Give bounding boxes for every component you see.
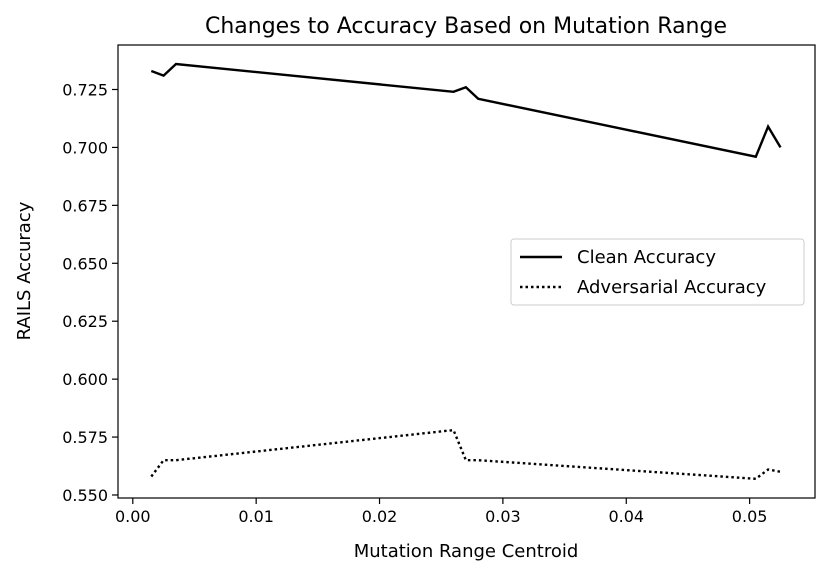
chart-title: Changes to Accuracy Based on Mutation Ra… [205, 14, 727, 39]
y-axis: 0.550 0.575 0.600 0.625 0.650 0.675 0.700 0.725 [62, 80, 118, 505]
y-tick-label: 0.600 [62, 370, 108, 389]
x-axis: 0.00 0.01 0.02 0.03 0.04 0.05 [115, 498, 767, 526]
y-tick-label: 0.575 [62, 428, 108, 447]
y-tick-label: 0.550 [62, 486, 108, 505]
legend-label-adversarial: Adversarial Accuracy [577, 277, 767, 298]
y-axis-label: RAILS Accuracy [14, 201, 35, 340]
legend: Clean Accuracy Adversarial Accuracy [510, 238, 805, 306]
y-tick-label: 0.700 [62, 138, 108, 157]
y-tick-label: 0.675 [62, 196, 108, 215]
clean-accuracy-line [150, 62, 782, 159]
series-layer [150, 62, 782, 481]
x-axis-label: Mutation Range Centroid [354, 541, 579, 562]
y-tick-label: 0.625 [62, 312, 108, 331]
x-tick-label: 0.01 [238, 507, 274, 526]
x-tick-label: 0.00 [115, 507, 151, 526]
legend-label-clean: Clean Accuracy [577, 247, 716, 268]
legend-box [510, 238, 805, 306]
x-tick-label: 0.05 [732, 507, 768, 526]
y-tick-label: 0.650 [62, 254, 108, 273]
x-tick-label: 0.02 [362, 507, 398, 526]
x-tick-label: 0.03 [485, 507, 521, 526]
y-tick-label: 0.725 [62, 80, 108, 99]
adversarial-accuracy-line [150, 428, 781, 481]
x-tick-label: 0.04 [608, 507, 644, 526]
plot-frame [117, 44, 816, 499]
